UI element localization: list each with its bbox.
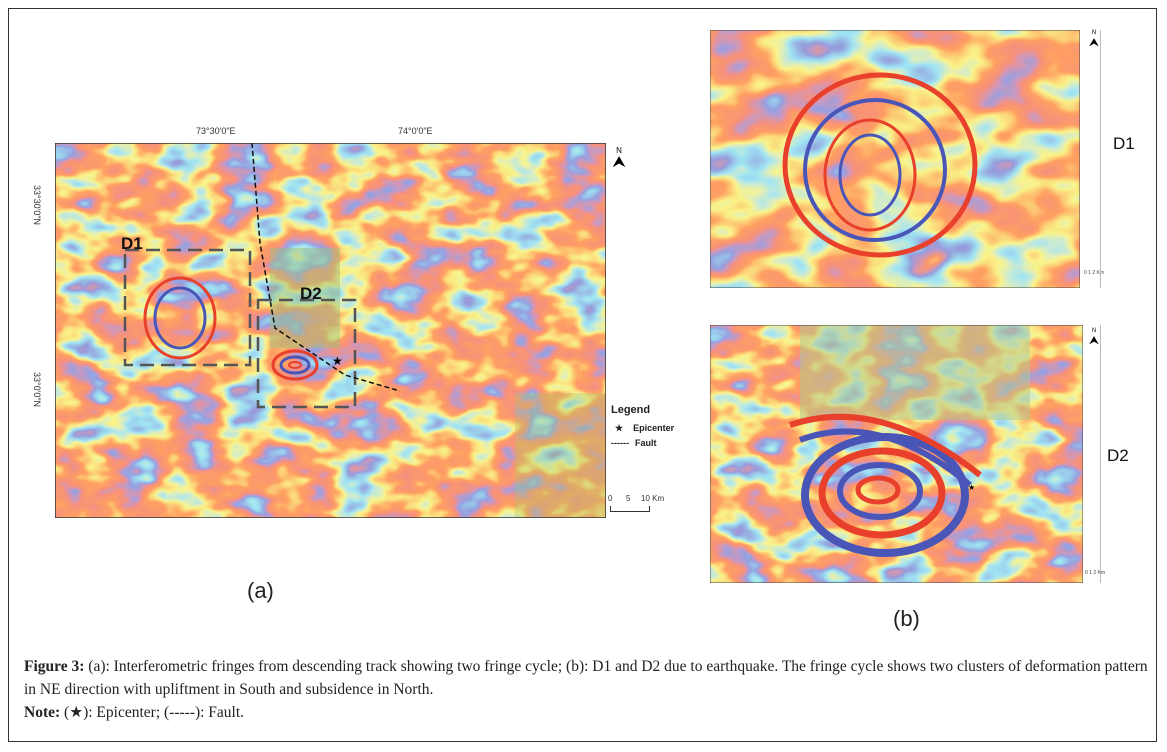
d1-inset-label: D1	[1113, 134, 1135, 153]
legend-item-fault: ------ Fault	[611, 438, 657, 448]
epicenter-star: ★	[968, 483, 975, 492]
low-coherence-area	[515, 393, 606, 518]
north-arrow-icon: ⮝	[1088, 333, 1100, 347]
d2-inset-fringes	[789, 413, 982, 557]
interferogram-map-a: ★	[55, 143, 606, 518]
inset-d1	[710, 30, 1080, 288]
fault-line	[251, 143, 401, 392]
figure-caption: Figure 3: (a): Interferometric fringes f…	[24, 655, 1149, 724]
lon-label-1: 73°30'0"E	[196, 126, 236, 136]
scale-bar-d2: 0 1 2 Km	[1085, 570, 1106, 576]
lat-label-1: 33°30'0"N	[32, 185, 42, 226]
lat-label-2: 33°0'0"N	[32, 372, 42, 408]
caption-note-label: Note:	[24, 704, 61, 721]
north-arrow-icon: ⮝	[612, 154, 626, 171]
d1-box	[123, 248, 252, 367]
north-label: N	[616, 146, 622, 155]
north-arrow-d2: N ⮝	[1088, 328, 1100, 347]
caption-text: (a): Interferometric fringes from descen…	[24, 658, 1148, 698]
d2-inset-label: D2	[1107, 446, 1129, 465]
legend-item-epicenter: ★ Epicenter	[615, 423, 675, 433]
scale-bar-d1: 0 1 2 Km	[1084, 270, 1105, 276]
epicenter-star: ★	[332, 354, 343, 368]
panel-label-b: (b)	[893, 606, 920, 631]
d1-inset-fringes	[782, 72, 978, 258]
inset-d2: ★	[710, 325, 1083, 583]
panel-label-a: (a)	[247, 578, 274, 603]
north-arrow-d1: N ⮝	[1088, 30, 1100, 49]
d2-box	[256, 298, 357, 409]
d1-label: D1	[121, 234, 143, 253]
caption-note-text: (★): Epicenter; (-----): Fault.	[60, 704, 245, 721]
caption-title: Figure 3:	[24, 658, 85, 675]
legend-title: Legend	[611, 404, 651, 416]
figure-frame	[8, 8, 1157, 742]
d2-fringes	[271, 349, 319, 381]
north-arrow-a: N ⮝	[612, 146, 626, 171]
d2-label: D2	[300, 284, 322, 303]
legend: Legend ★ Epicenter ------ Fault	[611, 404, 674, 448]
d1-fringes	[143, 276, 217, 360]
north-arrow-icon: ⮝	[1088, 35, 1100, 49]
lon-label-2: 74°0'0"E	[398, 126, 433, 136]
low-coherence-area	[270, 248, 340, 348]
